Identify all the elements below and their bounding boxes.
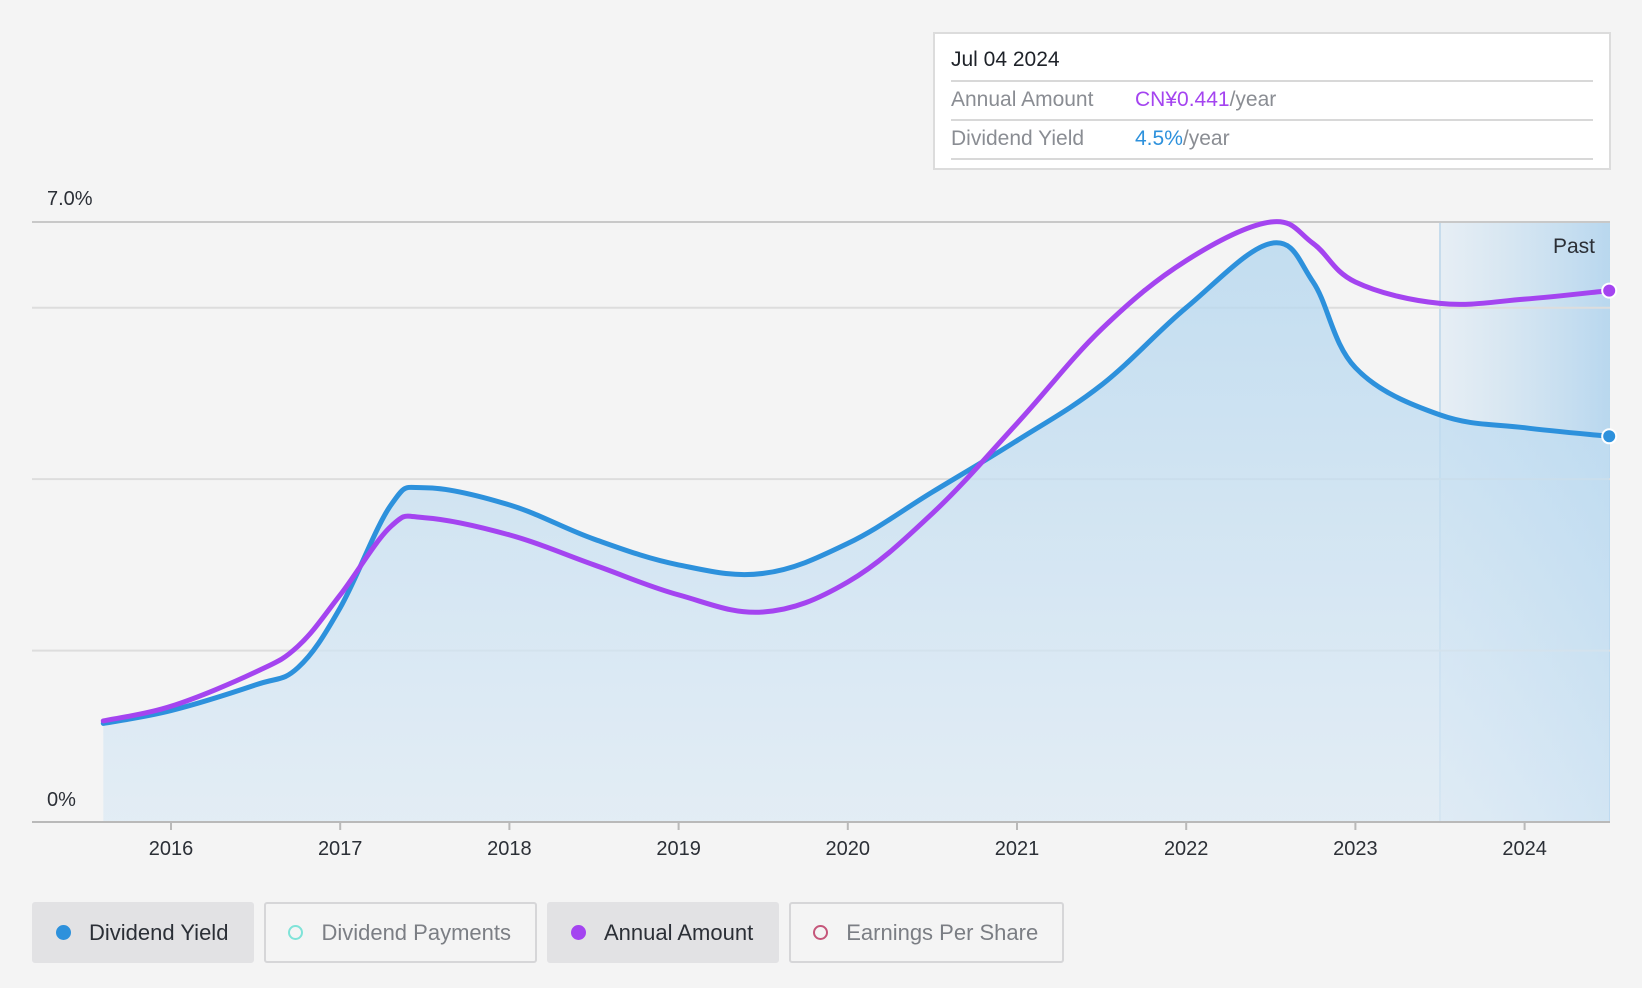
x-tick-label: 2017 — [318, 838, 363, 860]
tooltip: Jul 04 2024 Annual Amount CN¥0.441 /year… — [933, 32, 1611, 170]
y-axis-max-label: 7.0% — [47, 188, 93, 210]
dividend-yield-end-point[interactable] — [1601, 428, 1618, 445]
dividend-yield-line — [100, 240, 1612, 726]
dividend-yield-dot-icon — [56, 925, 71, 940]
y-axis-min-label: 0% — [47, 789, 76, 811]
dividend-yield-area — [103, 242, 1610, 822]
legend: Dividend Yield Dividend Payments Annual … — [32, 902, 1074, 963]
annual-amount-dot-icon — [570, 925, 586, 940]
legend-label: Dividend Payments — [321, 919, 511, 945]
x-tick-label: 2022 — [1164, 838, 1209, 860]
x-tick-label: 2016 — [149, 838, 194, 860]
legend-annual-amount-button[interactable]: Annual Amount — [546, 902, 780, 963]
tooltip-label: Annual Amount — [951, 88, 1094, 111]
tooltip-unit: /year — [1182, 127, 1230, 150]
tooltip-row-dividend-yield: Dividend Yield 4.5% /year — [951, 121, 1593, 160]
tooltip-date: Jul 04 2024 — [951, 48, 1593, 82]
tooltip-value: CN¥0.441 — [1135, 88, 1230, 111]
legend-earnings-per-share-button[interactable]: Earnings Per Share — [789, 902, 1065, 963]
x-tick-label: 2020 — [826, 838, 871, 860]
legend-label: Dividend Yield — [89, 919, 229, 945]
annual-amount-end-point[interactable] — [1601, 282, 1618, 299]
legend-label: Earnings Per Share — [846, 919, 1039, 945]
legend-dividend-payments-button[interactable]: Dividend Payments — [264, 902, 537, 963]
dividend-payments-ring-icon — [288, 925, 304, 940]
past-label: Past — [1553, 235, 1595, 258]
tooltip-value: 4.5% — [1135, 127, 1183, 150]
x-tick-label: 2021 — [995, 838, 1040, 860]
annual-amount-line — [100, 219, 1612, 724]
x-tick-label: 2018 — [487, 838, 532, 860]
x-tick-label: 2023 — [1333, 838, 1378, 860]
tooltip-row-annual-amount: Annual Amount CN¥0.441 /year — [951, 82, 1593, 121]
earnings-per-share-ring-icon — [813, 925, 829, 940]
x-tick-label: 2019 — [656, 838, 701, 860]
legend-dividend-yield-button[interactable]: Dividend Yield — [32, 902, 255, 963]
tooltip-unit: /year — [1229, 88, 1277, 111]
legend-label: Annual Amount — [603, 919, 754, 945]
tooltip-label: Dividend Yield — [951, 127, 1085, 150]
x-axis: 2016 2017 2018 2019 2020 2021 2022 2023 2024 — [32, 821, 1610, 860]
x-tick-label: 2024 — [1502, 838, 1547, 860]
